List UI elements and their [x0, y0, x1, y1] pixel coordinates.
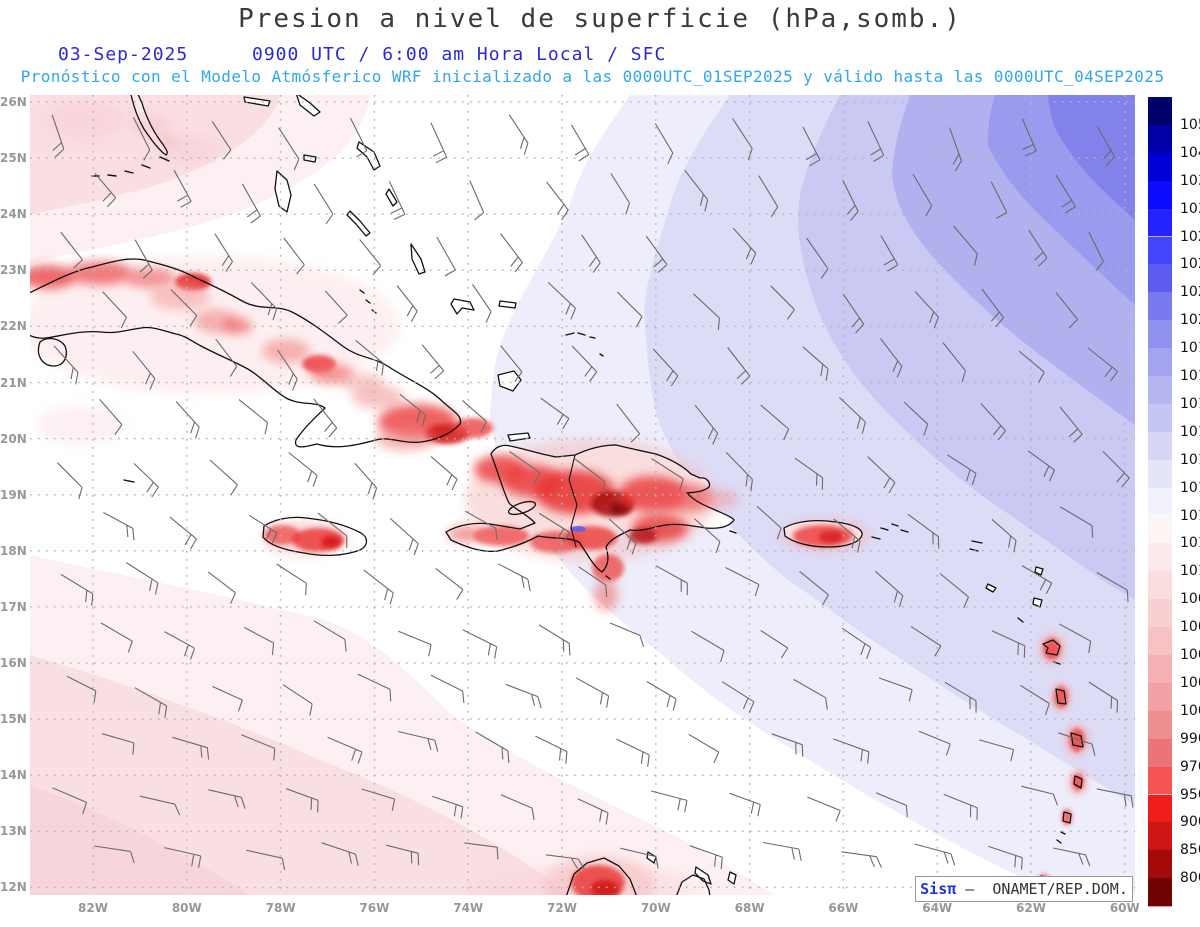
colorbar-label: 1022 — [1180, 284, 1200, 301]
colorbar-label: 990 — [1180, 730, 1200, 747]
colorbar-cell — [1148, 292, 1172, 322]
colorbar-label: 1030 — [1180, 200, 1200, 217]
colorbar-cell — [1148, 208, 1172, 238]
lat-label: 19N — [0, 487, 27, 502]
colorbar-cell — [1148, 738, 1172, 768]
colorbar-label: 1018 — [1180, 368, 1200, 384]
attribution-separator: – — [956, 880, 993, 898]
colorbar-cell — [1148, 124, 1172, 154]
colorbar-cell — [1148, 236, 1172, 266]
lon-label: 64W — [922, 901, 953, 915]
lat-label: 16N — [0, 656, 27, 670]
colorbar-label: 1050 — [1180, 116, 1200, 133]
colorbar-cell — [1148, 794, 1172, 824]
colorbar-cell — [1148, 878, 1172, 908]
colorbar-cell — [1148, 822, 1172, 852]
colorbar-label: 1017 — [1180, 395, 1200, 412]
sispi-logo: Sisπ — [920, 880, 957, 898]
colorbar-label: 1020 — [1180, 312, 1200, 329]
colorbar-label: 1040 — [1180, 144, 1200, 161]
forecast-model-label: Pronóstico con el Modelo Atmósferico WRF… — [20, 67, 1165, 86]
colorbar-cell — [1148, 850, 1172, 880]
lat-label: 14N — [0, 768, 27, 783]
colorbar-label: 1025 — [1180, 256, 1200, 273]
lat-label: 21N — [0, 375, 27, 390]
colorbar-cell — [1148, 571, 1172, 601]
lat-label: 15N — [0, 712, 27, 727]
lon-label: 76W — [359, 901, 390, 915]
lon-label: 66W — [828, 901, 859, 915]
valid-date-label: 03-Sep-2025 — [58, 44, 189, 65]
attribution-box: Sisπ – ONAMET/REP.DOM. — [915, 876, 1133, 902]
lat-label: 13N — [0, 824, 27, 839]
lat-label: 18N — [0, 543, 27, 558]
lat-label: 22N — [0, 319, 27, 334]
colorbar-cell — [1148, 431, 1172, 461]
lat-label: 26N — [0, 95, 27, 109]
colorbar-label: 950 — [1180, 786, 1200, 803]
lon-label: 82W — [78, 901, 108, 915]
valid-time-label: 0900 UTC / 6:00 am Hora Local / SFC — [252, 44, 667, 65]
colorbar-label: 800 — [1180, 870, 1200, 887]
pressure-map-canvas — [30, 95, 1135, 895]
colorbar-label: 1028 — [1180, 228, 1200, 245]
wind-barbs — [51, 114, 1134, 871]
colorbar-cell — [1148, 376, 1172, 405]
colorbar-label: 1012 — [1180, 535, 1200, 552]
colorbar-label: 1008 — [1180, 591, 1200, 608]
colorbar-cell — [1148, 710, 1172, 740]
lon-label: 62W — [1016, 901, 1046, 915]
colorbar-cell — [1148, 97, 1172, 126]
lat-label: 20N — [0, 431, 27, 446]
colorbar-cell — [1148, 599, 1172, 629]
colorbar-cell — [1148, 543, 1172, 573]
colorbar-cell — [1148, 348, 1172, 377]
colorbar-cell — [1148, 264, 1172, 294]
colorbar-cell — [1148, 152, 1172, 182]
colorbar-label: 1004 — [1180, 647, 1200, 663]
colorbar-label: 850 — [1180, 842, 1200, 859]
attribution-org: ONAMET/REP.DOM. — [992, 880, 1128, 898]
lon-label: 60W — [1109, 901, 1140, 915]
colorbar-label: 1014 — [1180, 479, 1200, 496]
lon-label: 70W — [640, 901, 671, 915]
lon-label: 68W — [734, 901, 765, 915]
lon-label: 74W — [453, 901, 484, 915]
colorbar-cell — [1148, 487, 1172, 517]
lat-label: 25N — [0, 151, 27, 166]
colorbar-label: 1035 — [1180, 172, 1200, 189]
colorbar-cell — [1148, 320, 1172, 350]
colorbar-label: 1016 — [1180, 423, 1200, 440]
colorbar-label: 970 — [1180, 758, 1200, 775]
colorbar-cell — [1148, 682, 1172, 712]
colorbar-label: 1015 — [1180, 451, 1200, 468]
colorbar-cell — [1148, 459, 1172, 489]
page-title: Presion a nivel de superficie (hPa,somb.… — [238, 4, 962, 34]
lat-label: 23N — [0, 263, 27, 278]
lat-label: 24N — [0, 207, 27, 222]
colorbar-cell — [1148, 655, 1172, 684]
colorbar-label: 1013 — [1180, 507, 1200, 524]
colorbar-label: 1019 — [1180, 340, 1200, 357]
lake-enriquillo-high-spot — [570, 526, 586, 532]
pressure-field-bands — [30, 95, 1135, 895]
colorbar-label: 1000 — [1180, 702, 1200, 719]
colorbar-label: 1002 — [1180, 674, 1200, 691]
low-pressure-shading — [30, 114, 1092, 895]
colorbar-cell — [1148, 515, 1172, 545]
lon-label: 72W — [547, 901, 577, 915]
colorbar-label: 1006 — [1180, 619, 1200, 636]
haiti-dr-border — [568, 454, 578, 548]
lat-label: 12N — [0, 880, 27, 895]
lon-label: 78W — [265, 901, 296, 915]
lon-label: 80W — [171, 901, 202, 915]
colorbar-cell — [1148, 180, 1172, 210]
colorbar-cell — [1148, 403, 1172, 433]
colorbar-cell — [1148, 627, 1172, 656]
colorbar-cell — [1148, 766, 1172, 796]
colorbar-label: 900 — [1180, 814, 1200, 831]
lat-label: 17N — [0, 599, 27, 614]
